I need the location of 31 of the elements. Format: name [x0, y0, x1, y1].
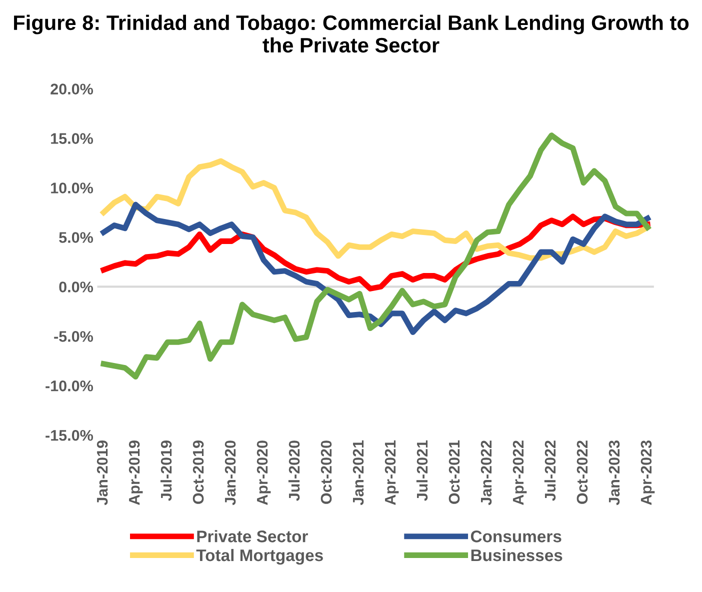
y-tick-label: -10.0% [46, 380, 94, 392]
x-tick-label: Jan-2019 [96, 440, 108, 506]
x-tick-label: Apr-2021 [384, 440, 399, 505]
x-tick-label: Jul-2019 [160, 440, 172, 501]
legend-label: Consumers [470, 530, 562, 542]
y-tick-label: 15.0% [51, 133, 94, 144]
y-tick-label: 10.0% [51, 182, 94, 194]
x-tick-label: Jan-2020 [224, 440, 236, 506]
x-tick-label: Apr-2023 [640, 440, 655, 505]
x-tick-label: Jan-2023 [608, 440, 620, 506]
y-tick-label: 20.0% [50, 84, 94, 94]
x-tick-label: Apr-2022 [512, 440, 527, 505]
y-tick-label: -15.0% [46, 430, 94, 441]
chart-title: Figure 8: Trinidad and Tobago: Commercial Bank Lending Growth to the Private Sector [14, 14, 689, 53]
x-tick-label: Jul-2021 [416, 440, 428, 501]
x-tick-label: Oct-2019 [192, 440, 204, 504]
legend-label: Private Sector [197, 530, 308, 542]
x-tick-label: Jan-2022 [480, 440, 492, 506]
x-tick-label: Jul-2020 [288, 440, 300, 501]
y-tick-label: 5.0% [59, 232, 94, 243]
legend-label: Total Mortgages [196, 548, 323, 565]
x-tick-label: Apr-2020 [256, 440, 271, 505]
y-tick-label: -5.0% [54, 331, 94, 342]
y-tick-label: 0.0% [59, 282, 94, 292]
x-tick-label: Oct-2021 [448, 440, 460, 504]
x-tick-label: Apr-2019 [128, 440, 143, 505]
x-tick-label: Jul-2022 [544, 440, 556, 501]
x-tick-label: Oct-2020 [320, 440, 332, 504]
x-tick-label: Jan-2021 [352, 440, 364, 506]
legend-label: Businesses [471, 548, 562, 562]
x-tick-label: Oct-2022 [576, 440, 588, 504]
